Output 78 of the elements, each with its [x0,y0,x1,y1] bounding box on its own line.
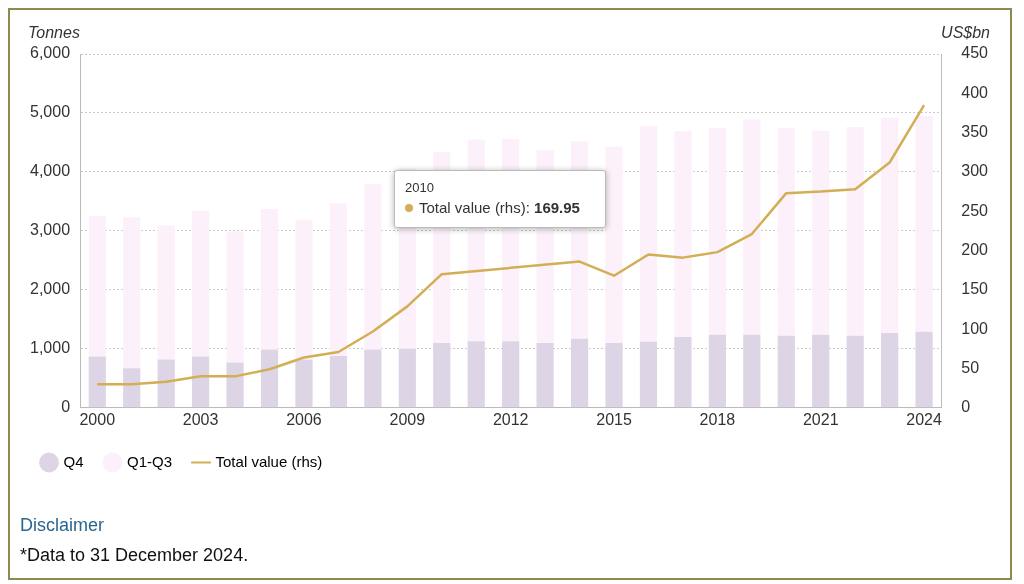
bar [708,334,726,408]
bar [364,183,382,350]
y2-tick-label: 450 [961,44,989,62]
y2-tick-label: 100 [961,319,989,337]
y2-tick-label: 400 [961,83,989,101]
x-tick-label: 2000 [79,410,116,428]
y2-tick-label: 250 [961,201,989,219]
bar [502,341,520,408]
bar [123,368,141,408]
bar [364,349,382,408]
annotation: 2010 Total value (rhs): 169.95 [405,179,581,218]
y2-tick-label: 350 [961,123,989,141]
bar [295,359,313,408]
bar [639,125,658,342]
bar [260,209,279,350]
x-tick-label: 2018 [699,410,736,428]
bar [605,342,623,408]
bar [639,341,658,408]
bar [226,231,244,363]
bar [708,127,726,335]
y2-tick-label: 0 [961,398,971,416]
y-tick-label: 6,000 [29,44,71,62]
legend-label: Total value (rhs) [215,452,323,470]
y-tick-label: 3,000 [29,221,71,239]
bar [433,342,451,408]
y-tick-label: 4,000 [29,162,71,180]
bar [881,117,899,333]
y2-tick-label: 150 [961,280,989,298]
x-tick-label: 2021 [802,410,839,428]
text: *Data to 31 December 2024. [20,544,250,567]
bar [226,362,244,408]
bar [192,356,210,408]
bar [157,359,175,408]
bar [88,216,106,357]
x-tick-label: 2006 [286,410,322,428]
bar [295,219,313,360]
x-tick-label: 2024 [906,410,942,428]
x-tick-label: 2015 [596,410,632,428]
bar [743,119,761,335]
y2-tick-label: 50 [961,358,980,376]
legend-label: Q1-Q3 [127,452,173,470]
bar [467,341,485,408]
bar [915,115,933,332]
bar [743,334,761,408]
x-tick-label: 2012 [492,410,529,428]
y-tick-label: 2,000 [29,280,71,298]
bar [536,342,554,408]
bar [260,349,279,408]
bar [123,217,141,369]
y-axis-title: Tonnes [28,24,80,42]
bar [812,130,830,335]
y-tick-label: 0 [61,398,71,416]
bar [812,334,830,408]
y-tick-label: 1,000 [29,339,71,357]
bar [846,335,864,408]
bar [570,338,589,408]
bar [881,332,899,408]
bar [777,335,795,408]
bar [329,355,348,408]
x-tick-label: 2003 [182,410,219,428]
y2-tick-label: 200 [961,240,989,258]
y2-axis-title: US$bn [941,24,991,42]
bar [846,127,864,336]
bar [674,131,692,338]
bar [605,146,623,343]
bar [88,356,106,408]
legend-label: Q4 [63,452,84,470]
bar [915,331,933,408]
bar [777,128,795,336]
bar [329,203,348,356]
y-tick-label: 5,000 [29,103,71,121]
bar [192,210,210,357]
text: Disclaimer [20,514,105,537]
y2-tick-label: 300 [961,162,989,180]
bar [674,337,692,408]
bar [157,225,175,360]
bar [398,348,416,408]
x-tick-label: 2009 [389,410,426,428]
